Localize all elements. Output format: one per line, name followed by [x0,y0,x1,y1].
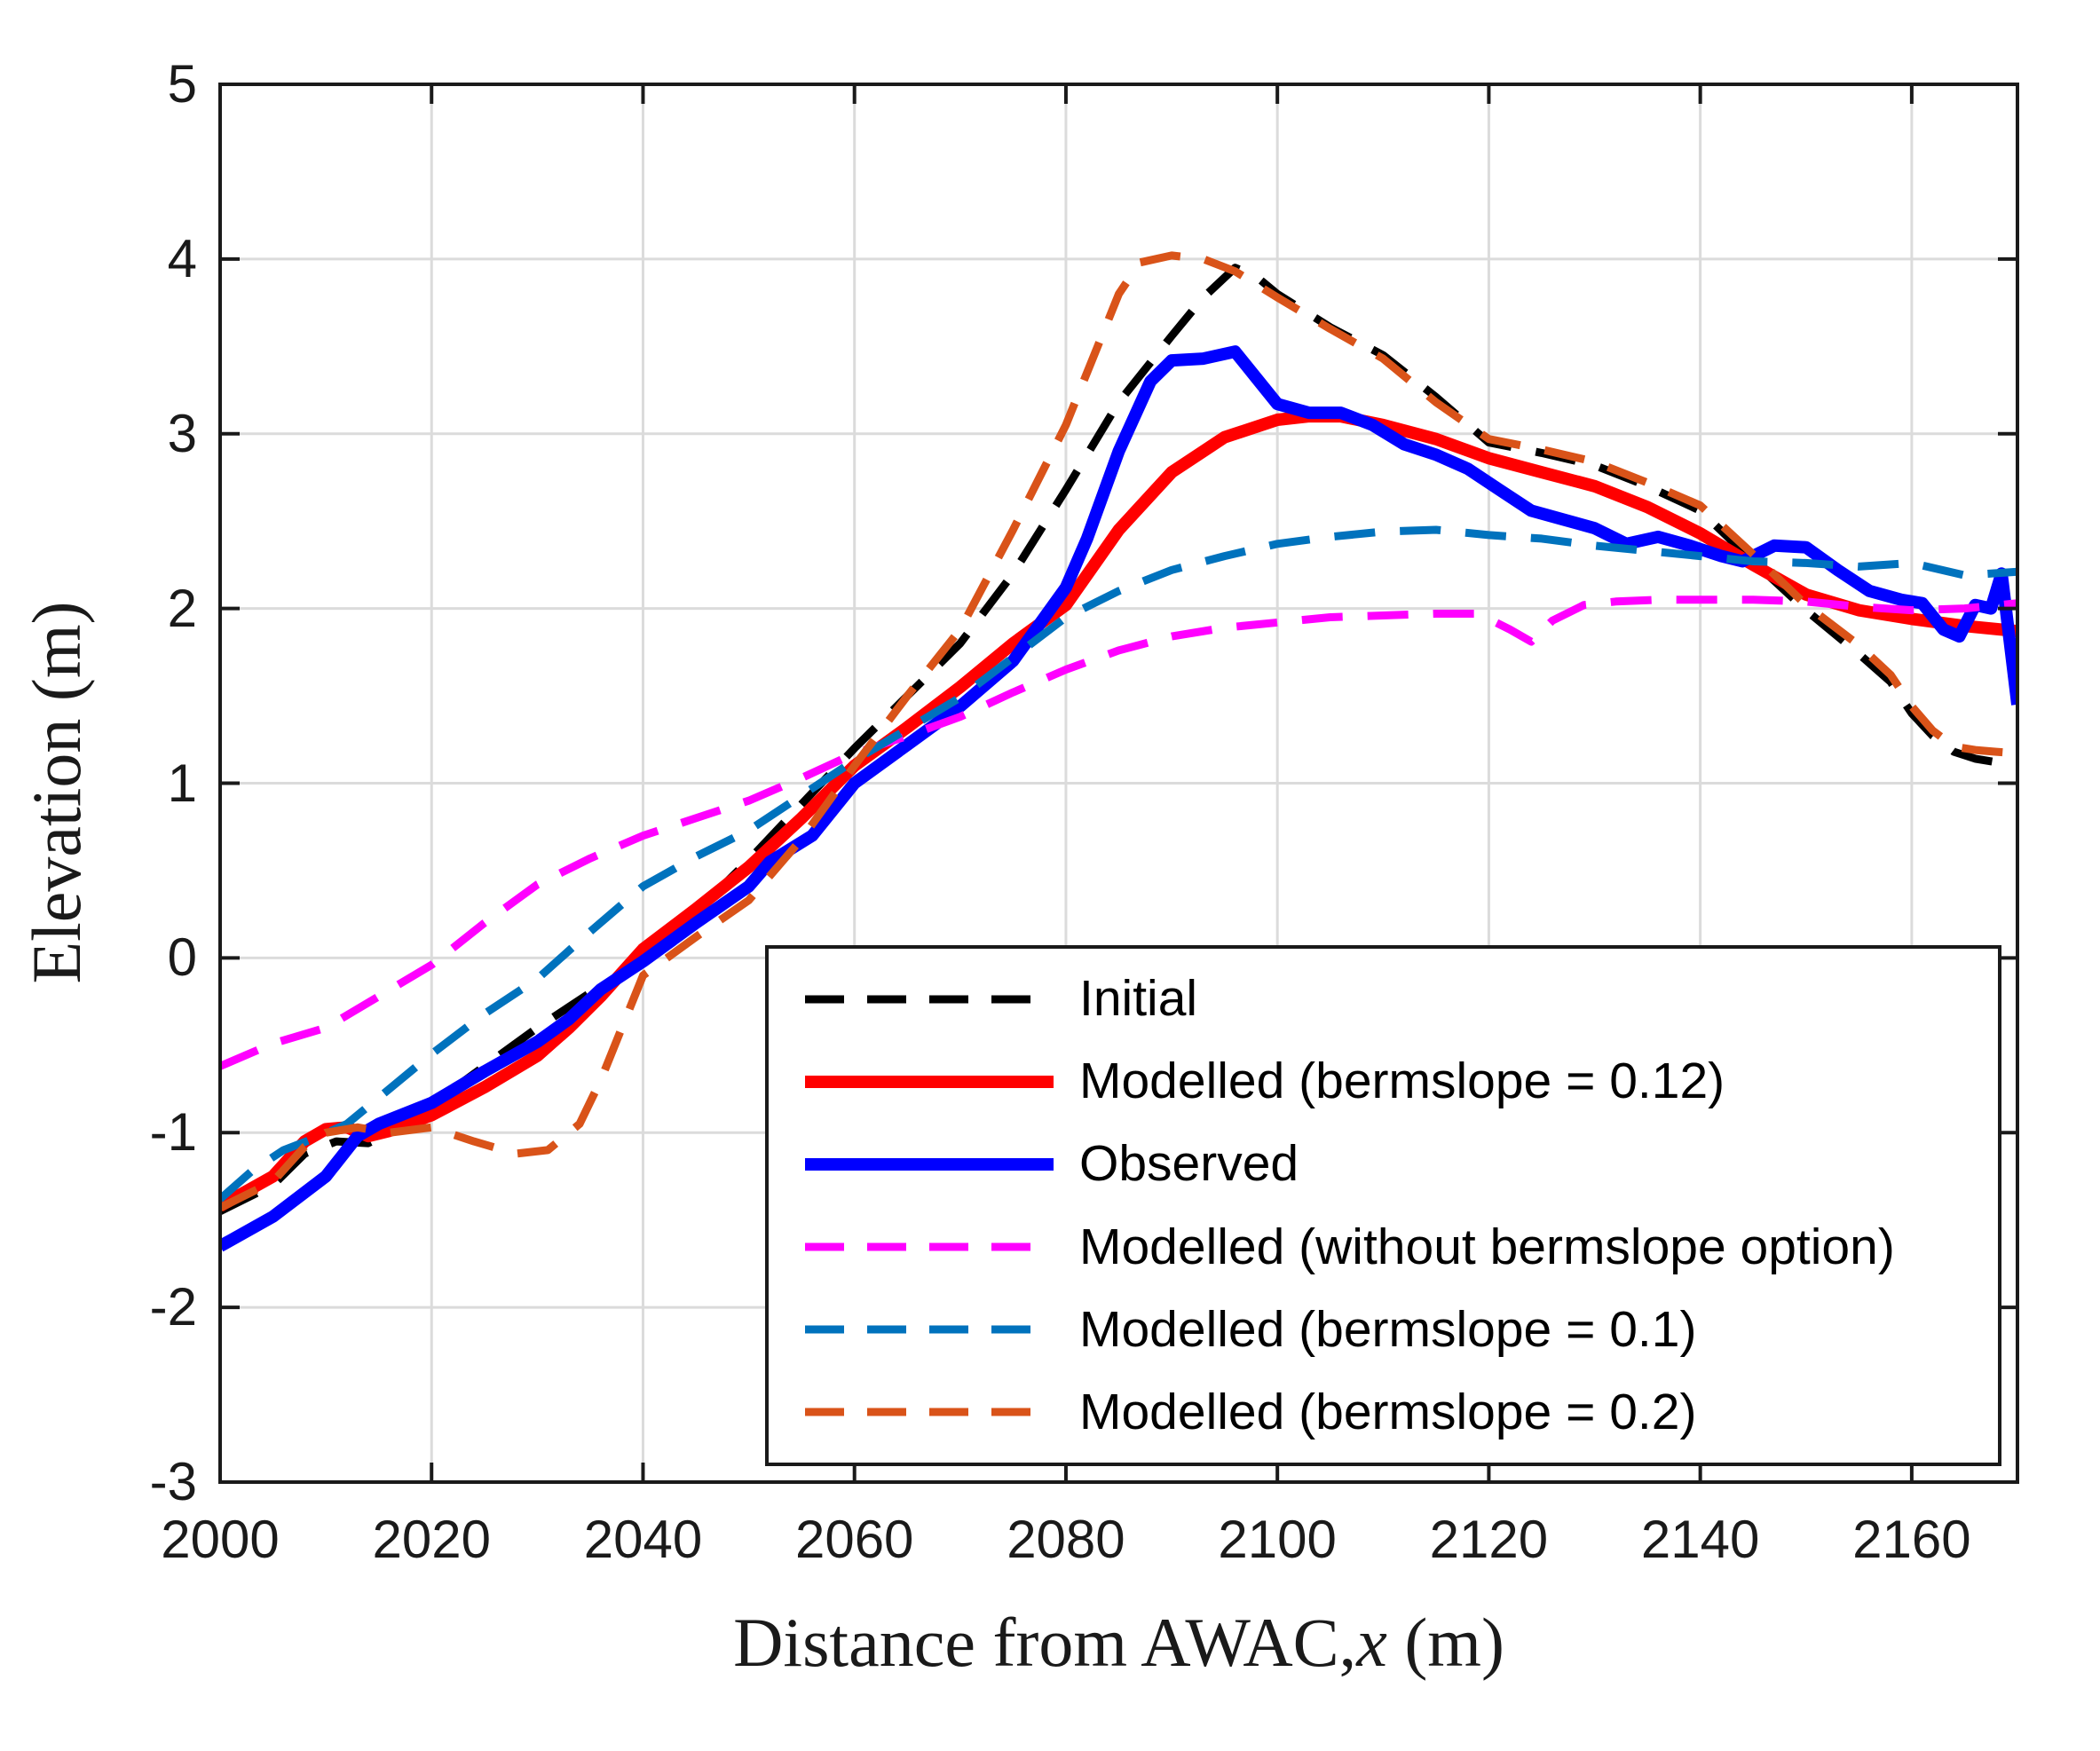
x-tick-label: 2100 [1218,1510,1337,1569]
legend-line-sample-initial [805,995,1054,1004]
x-tick-label: 2080 [1007,1510,1125,1569]
x-tick-label: 2040 [583,1510,703,1569]
y-tick-label: 4 [167,228,197,288]
x-tick-label: 2020 [372,1510,491,1569]
legend-line-sample-observed [805,1157,1054,1171]
y-tick-label: 5 [167,54,197,114]
legend-item-observed: Observed [801,1139,1998,1189]
legend-item-modelled-bermslope-01: Modelled (bermslope = 0.1) [801,1300,1998,1358]
x-tick-label: 2160 [1852,1510,1971,1569]
legend-line-sample-modelled-without-bermslope [805,1242,1054,1251]
y-tick-label: -3 [149,1452,197,1511]
y-tick-label: 1 [167,753,197,813]
y-tick-label: 2 [167,578,197,638]
legend-line-sample-modelled-bermslope-02 [805,1408,1054,1416]
legend-item-modelled-bermslope-012: Modelled (bermslope = 0.12) [801,1056,1998,1107]
y-axis-label: Elevation (m) [18,601,95,984]
x-tick-label: 2000 [161,1510,280,1569]
legend-label: Observed [1079,1135,1299,1193]
x-axis-label: Distance from AWAC,x (m) [220,1608,2017,1677]
x-tick-label: 2140 [1640,1510,1760,1569]
y-tick-label: -1 [149,1102,197,1163]
y-tick-label: -2 [149,1277,197,1337]
legend-label: Modelled (bermslope = 0.1) [1079,1300,1697,1358]
y-tick-label: 0 [167,927,197,988]
legend-label: Modelled (without bermslope option) [1079,1218,1895,1275]
legend-line-sample-modelled-bermslope-012 [805,1075,1054,1088]
legend-item-modelled-bermslope-02: Modelled (bermslope = 0.2) [801,1383,1998,1440]
legend-label: Modelled (bermslope = 0.12) [1079,1053,1725,1110]
legend-label: Initial [1079,970,1198,1028]
legend-item-modelled-without-bermslope: Modelled (without bermslope option) [801,1218,1998,1275]
x-axis-label-variable: x [1356,1604,1387,1681]
y-tick-label: 3 [167,403,197,463]
legend-item-initial: Initial [801,974,1998,1024]
legend-label: Modelled (bermslope = 0.2) [1079,1383,1697,1440]
x-axis-label-unit: (m) [1386,1604,1504,1681]
legend: Initial Modelled (bermslope = 0.12) Obse… [765,945,2001,1466]
x-tick-label: 2120 [1429,1510,1549,1569]
x-axis-label-text: Distance from AWAC, [733,1604,1357,1681]
x-tick-label: 2060 [794,1510,914,1569]
legend-line-sample-modelled-bermslope-01 [805,1325,1054,1334]
